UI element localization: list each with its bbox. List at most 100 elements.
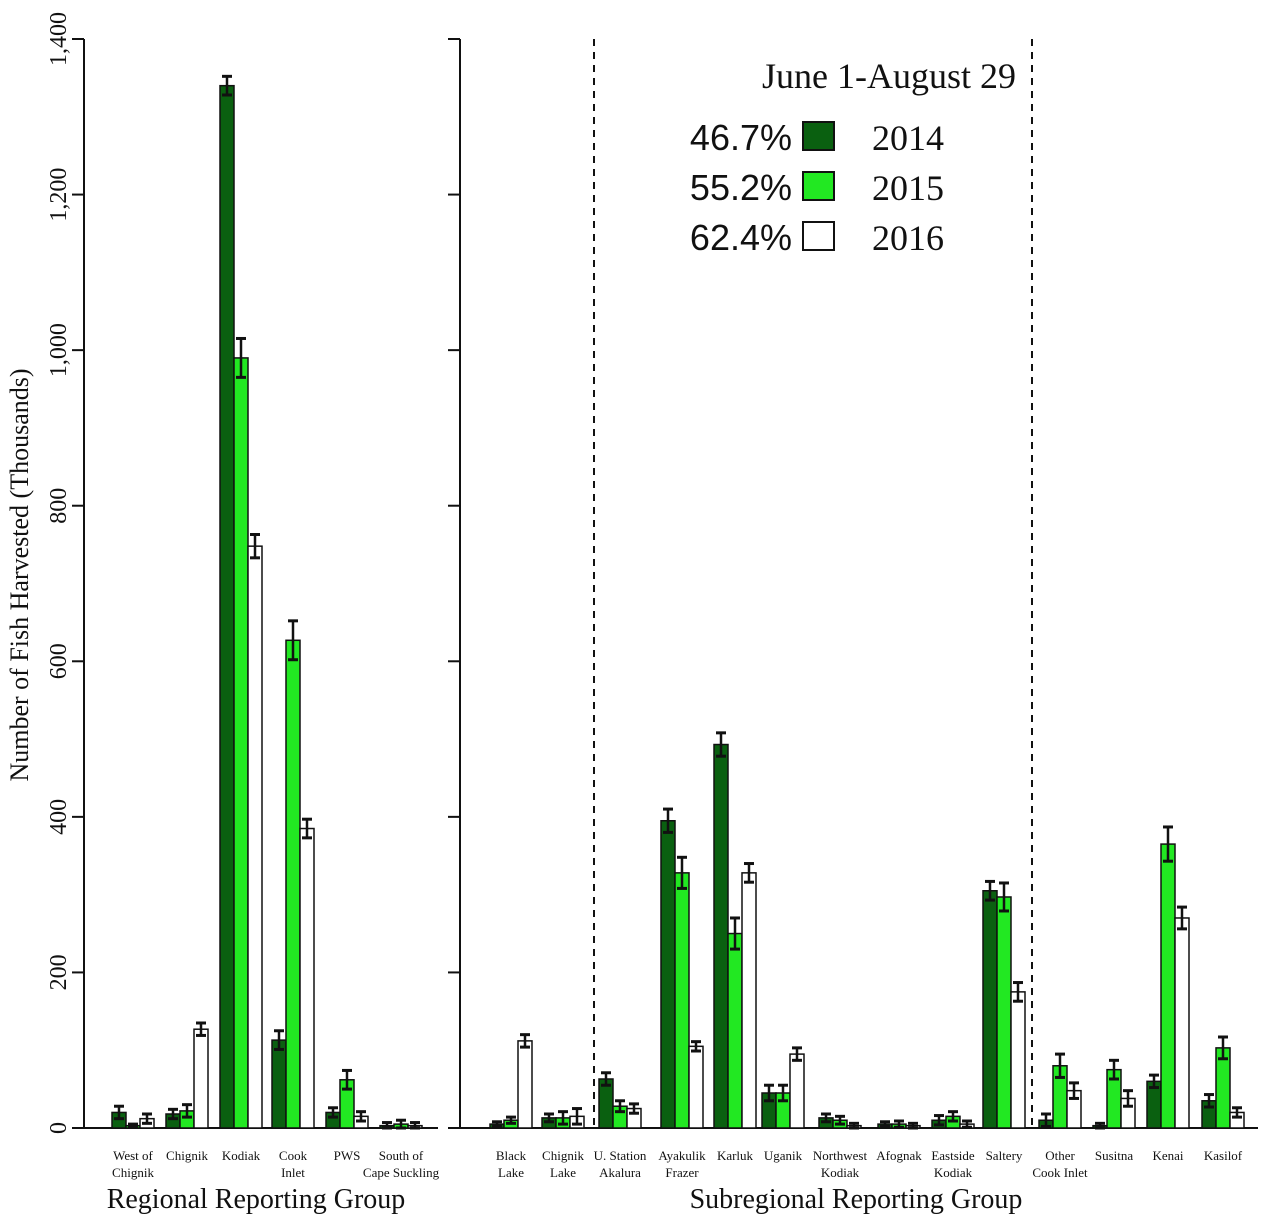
errorbar-p1-c1-s0 xyxy=(544,1112,554,1124)
bar-p1-c9-s0 xyxy=(982,890,998,1129)
category-label-p1-c0-l0: Black xyxy=(496,1148,527,1163)
errorbar-p1-c4-s1 xyxy=(730,916,740,951)
category-label-p0-c1-l0: Chignik xyxy=(166,1148,208,1163)
errorbar-p1-c2-s0 xyxy=(601,1071,611,1087)
errorbar-p1-c10-s0 xyxy=(1041,1112,1051,1128)
bar-p0-c2-s0 xyxy=(219,84,235,1129)
errorbar-p1-c12-s0 xyxy=(1149,1073,1159,1090)
legend-pct-2016: 62.4% xyxy=(690,217,792,258)
category-label-p1-c10-l1: Cook Inlet xyxy=(1032,1165,1088,1180)
legend-year-2014: 2014 xyxy=(872,118,944,158)
category-label-p0-c5-l1: Cape Suckling xyxy=(363,1165,440,1180)
category-label-p0-c4-l0: PWS xyxy=(334,1148,361,1163)
bar-p1-c4-s1 xyxy=(727,932,743,1129)
category-label-p1-c1-l1: Lake xyxy=(550,1165,576,1180)
category-label-p1-c6-l0: Northwest xyxy=(813,1148,868,1163)
y-axis-title: Number of Fish Harvested (Thousands) xyxy=(5,368,34,781)
errorbar-p0-c1-s2 xyxy=(196,1021,206,1037)
y-tick-label-400: 400 xyxy=(46,799,72,835)
errorbar-p0-c5-s0 xyxy=(382,1121,392,1130)
category-label-p1-c12-l0: Kenai xyxy=(1152,1148,1183,1163)
legend-year-2016: 2016 xyxy=(872,218,944,258)
errorbar-p0-c2-s1 xyxy=(236,336,246,379)
bar-p1-c3-s0 xyxy=(660,819,676,1129)
bar-p0-c2-s2 xyxy=(247,545,263,1129)
bar-p1-c4-s2 xyxy=(741,872,757,1129)
category-label-p0-c3-l1: Inlet xyxy=(281,1165,305,1180)
legend-year-2015: 2015 xyxy=(872,168,944,208)
errorbar-p1-c12-s1 xyxy=(1163,825,1173,863)
errorbar-p0-c5-s1 xyxy=(396,1118,406,1130)
errorbar-p1-c11-s0 xyxy=(1095,1121,1105,1130)
errorbar-p1-c0-s2 xyxy=(520,1033,530,1049)
category-label-p1-c0-l1: Lake xyxy=(498,1165,524,1180)
errorbar-p1-c9-s2 xyxy=(1013,981,1023,1003)
category-labels: West of Chignik Chignik Kodiak Cook Inlet PWS S… xyxy=(112,1148,1243,1180)
errorbar-p1-c9-s1 xyxy=(999,881,1009,913)
bars xyxy=(111,84,1245,1129)
errorbar-p1-c13-s0 xyxy=(1204,1093,1214,1109)
subregional-group-title: Subregional Reporting Group xyxy=(690,1184,1023,1215)
bar-p1-c12-s1 xyxy=(1160,843,1176,1129)
errorbar-p0-c3-s2 xyxy=(302,817,312,840)
category-label-p1-c2-l1: Akalura xyxy=(599,1165,641,1180)
errorbar-p1-c8-s0 xyxy=(934,1114,944,1127)
bar-p1-c5-s2 xyxy=(789,1053,805,1129)
errorbar-p1-c5-s1 xyxy=(778,1083,788,1103)
category-label-p1-c11-l0: Susitna xyxy=(1095,1148,1134,1163)
category-label-p1-c1-l0: Chignik xyxy=(542,1148,584,1163)
legend-pct-2014: 46.7% xyxy=(690,117,792,158)
bar-p1-c4-s0 xyxy=(713,743,729,1129)
errorbar-p1-c5-s0 xyxy=(764,1083,774,1103)
legend-title: June 1-August 29 xyxy=(762,56,1016,96)
errorbar-p0-c0-s1 xyxy=(128,1122,138,1129)
legend-pct-2015: 55.2% xyxy=(690,167,792,208)
bar-p0-c3-s1 xyxy=(285,639,301,1129)
errorbar-p0-c0-s2 xyxy=(142,1112,152,1125)
errorbar-p1-c10-s2 xyxy=(1069,1081,1079,1100)
category-label-p1-c5-l0: Uganik xyxy=(764,1148,803,1163)
errorbar-p1-c6-s0 xyxy=(821,1112,831,1124)
bar-p0-c3-s2 xyxy=(299,827,315,1129)
errorbar-p1-c6-s2 xyxy=(849,1121,859,1130)
category-label-p1-c10-l0: Other xyxy=(1045,1148,1075,1163)
error-bars xyxy=(114,74,1242,1130)
errorbar-p0-c2-s2 xyxy=(250,532,260,560)
category-label-p0-c2-l0: Kodiak xyxy=(222,1148,261,1163)
errorbar-p1-c3-s0 xyxy=(663,807,673,834)
category-label-p0-c0-l0: West of xyxy=(113,1148,153,1163)
errorbar-p1-c2-s1 xyxy=(615,1099,625,1114)
regional-group-title: Regional Reporting Group xyxy=(107,1184,406,1215)
errorbar-p1-c13-s2 xyxy=(1232,1106,1242,1119)
category-label-p0-c5-l0: South of xyxy=(379,1148,424,1163)
errorbar-p0-c4-s2 xyxy=(356,1110,366,1123)
errorbar-p0-c4-s1 xyxy=(342,1068,352,1091)
errorbar-p1-c11-s2 xyxy=(1123,1089,1133,1108)
errorbar-p1-c13-s1 xyxy=(1218,1035,1228,1061)
right-y-axis xyxy=(448,38,1258,1129)
legend-swatch-2014 xyxy=(802,121,835,151)
errorbar-p1-c7-s0 xyxy=(880,1120,890,1128)
errorbar-p0-c4-s0 xyxy=(328,1106,338,1119)
errorbar-p1-c4-s2 xyxy=(744,862,754,884)
category-label-p0-c3-l0: Cook xyxy=(279,1148,308,1163)
errorbar-p1-c1-s2 xyxy=(572,1107,582,1126)
errorbar-p1-c6-s1 xyxy=(835,1114,845,1126)
errorbar-p1-c11-s1 xyxy=(1109,1058,1119,1081)
bar-p0-c2-s1 xyxy=(233,357,249,1129)
bar-p1-c12-s2 xyxy=(1174,917,1190,1129)
errorbar-p1-c9-s0 xyxy=(985,879,995,902)
errorbar-p1-c7-s1 xyxy=(894,1119,904,1129)
y-tick-label-200: 200 xyxy=(46,954,72,990)
left-y-axis: 0 200 400 600 800 1,000 1,200 1,400 xyxy=(46,12,438,1134)
category-label-p1-c13-l0: Kasilof xyxy=(1204,1148,1243,1163)
errorbar-p0-c3-s1 xyxy=(288,619,298,662)
bar-p0-c3-s0 xyxy=(271,1039,287,1129)
y-tick-label-600: 600 xyxy=(46,643,72,679)
y-tick-label-800: 800 xyxy=(46,488,72,524)
category-label-p1-c2-l0: U. Station xyxy=(594,1148,647,1163)
category-label-p1-c3-l0: Ayakulik xyxy=(658,1148,706,1163)
category-label-p1-c4-l0: Karluk xyxy=(717,1148,754,1163)
errorbar-p0-c2-s0 xyxy=(222,74,232,97)
